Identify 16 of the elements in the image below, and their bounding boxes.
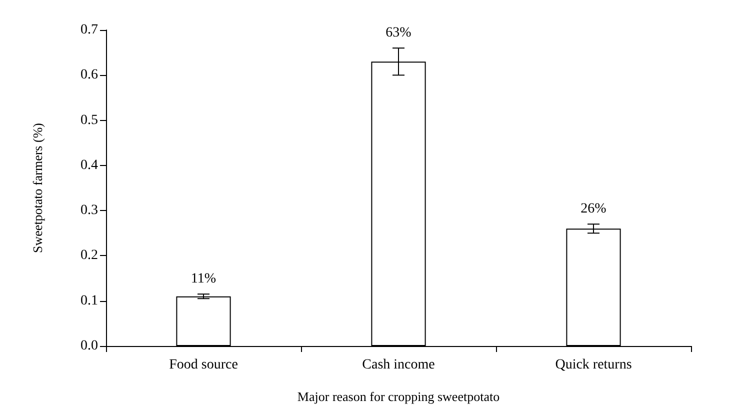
y-tick-label: 0.6 bbox=[80, 68, 98, 83]
y-tick-label: 0.7 bbox=[80, 22, 98, 38]
y-axis-title: Sweetpotato farmers (%) bbox=[30, 123, 45, 253]
data-label: 26% bbox=[580, 202, 607, 217]
x-tick-label: Food source bbox=[169, 358, 238, 372]
y-tick-label: 0.3 bbox=[80, 203, 98, 218]
y-tick-label: 0.4 bbox=[80, 158, 98, 173]
y-tick-label: 0.2 bbox=[80, 248, 98, 264]
data-label: 63% bbox=[386, 26, 412, 41]
x-axis-title: Major reason for cropping sweetpotato bbox=[297, 389, 500, 404]
y-tick-label: 0.5 bbox=[80, 112, 98, 128]
y-tick-label: 0.1 bbox=[80, 293, 98, 308]
x-tick-label: Quick returns bbox=[555, 358, 632, 372]
y-tick-label: 0.0 bbox=[80, 338, 98, 354]
x-tick-label: Cash income bbox=[362, 358, 435, 372]
data-label: 11% bbox=[190, 272, 216, 287]
